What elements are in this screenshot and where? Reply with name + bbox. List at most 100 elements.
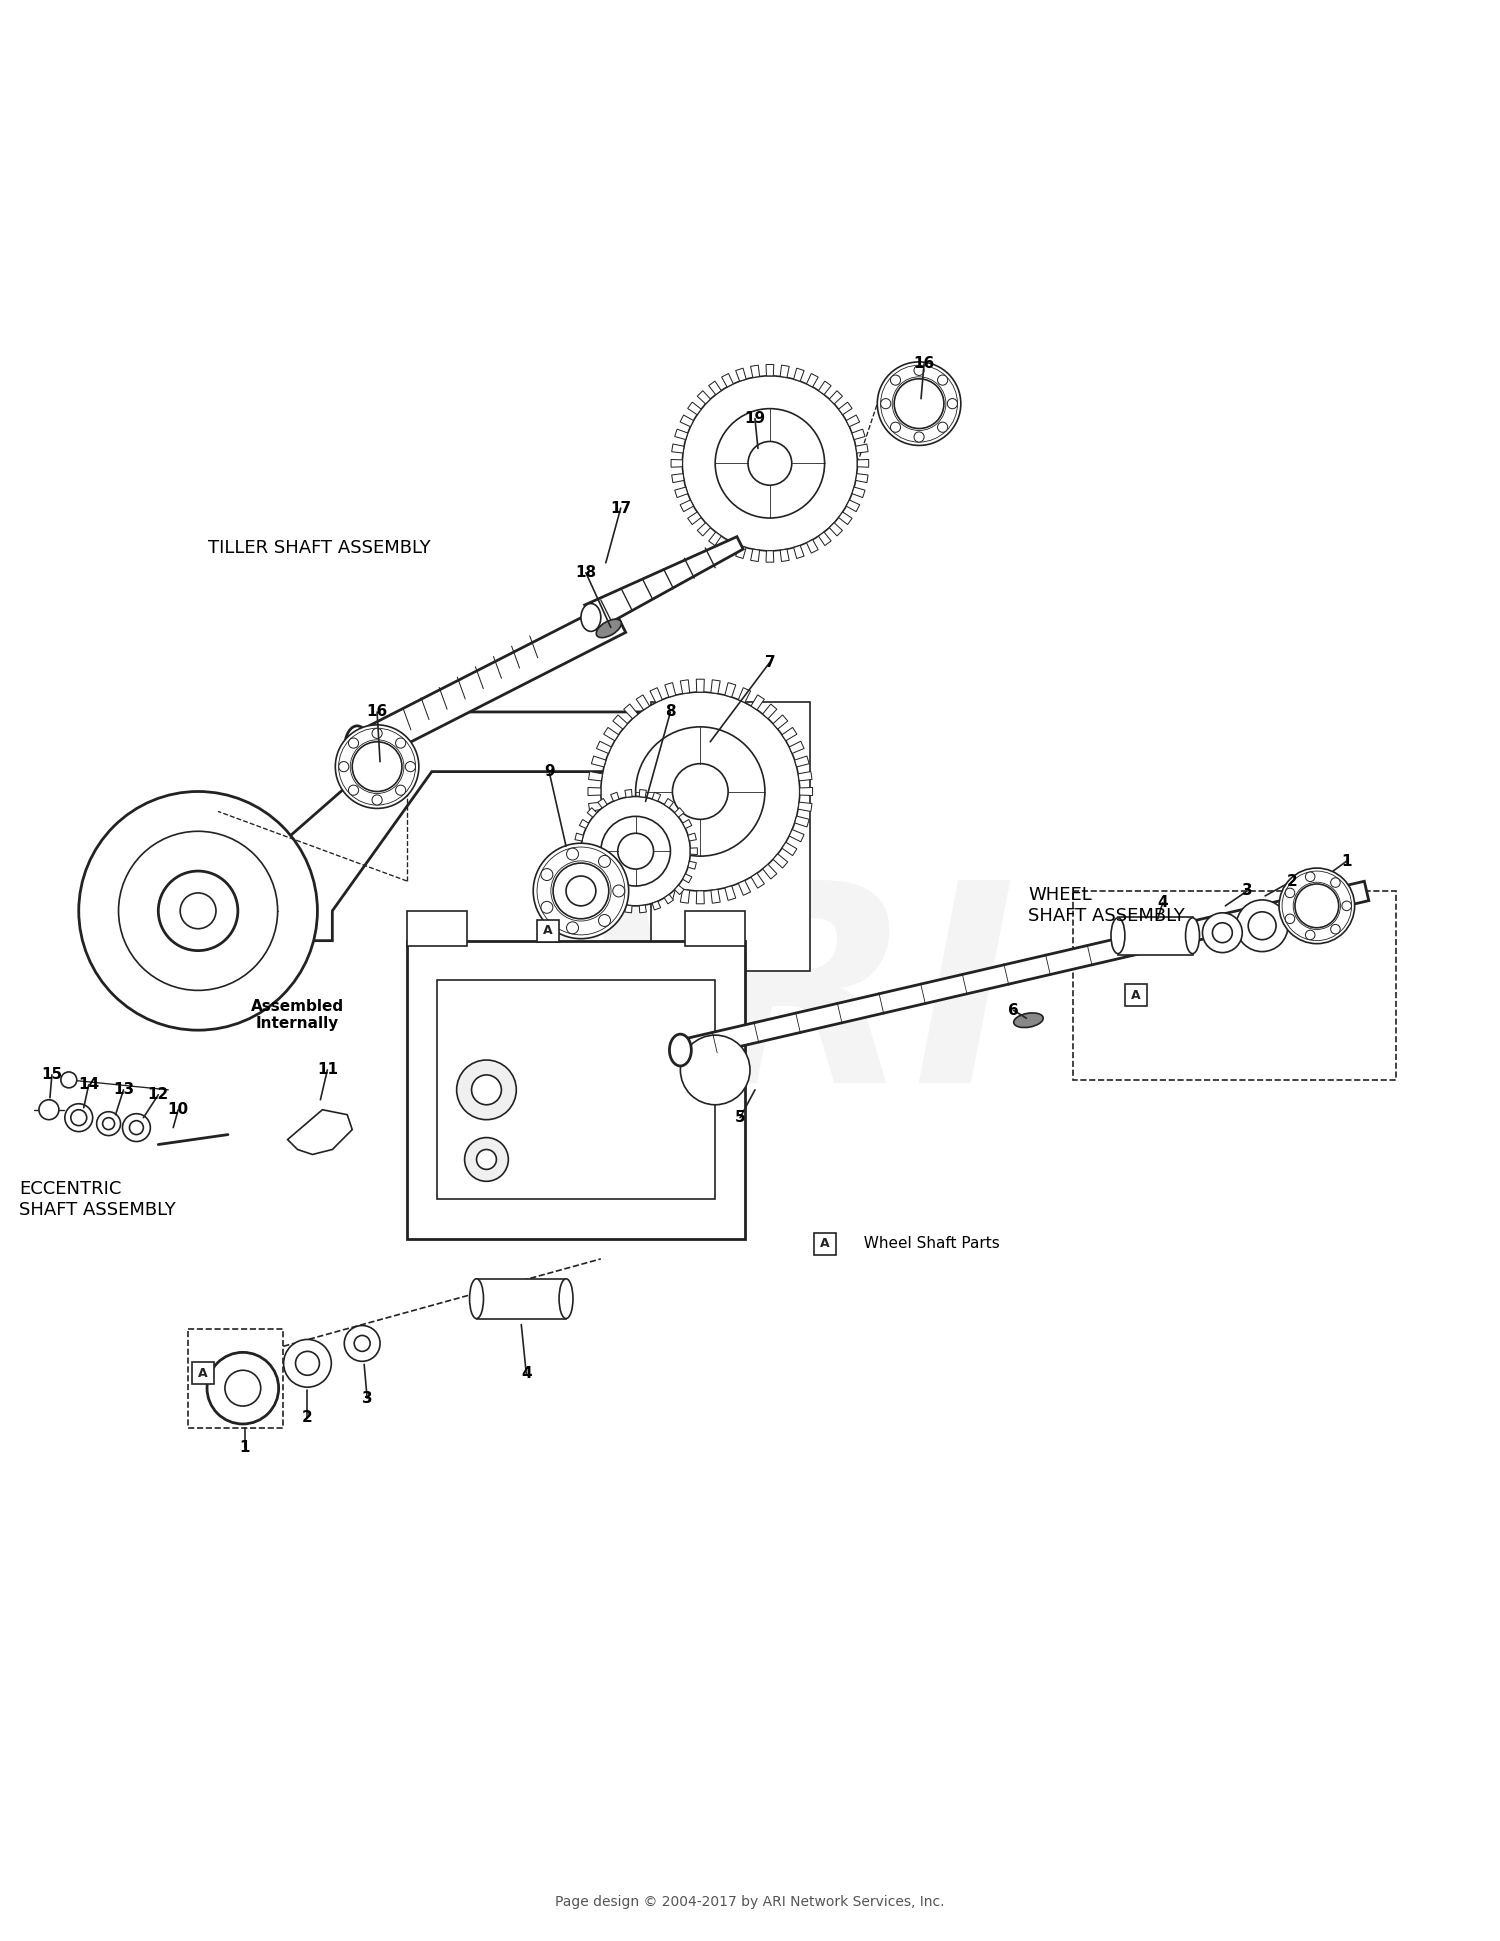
Polygon shape [772,854,788,868]
Bar [192,1363,214,1384]
Circle shape [348,738,358,747]
Polygon shape [675,807,684,817]
Text: 16: 16 [914,357,934,371]
Text: 4: 4 [1158,895,1168,910]
Text: 12: 12 [147,1087,170,1102]
Polygon shape [670,460,682,468]
Polygon shape [624,864,638,879]
Polygon shape [830,390,843,404]
Circle shape [716,410,825,518]
Polygon shape [675,487,688,497]
Circle shape [284,1339,332,1388]
Bar [1125,984,1148,1005]
Polygon shape [651,703,810,970]
Circle shape [1330,924,1340,934]
Polygon shape [586,885,597,895]
Bar [813,1233,836,1256]
Circle shape [477,1149,496,1168]
Circle shape [350,740,404,794]
Polygon shape [690,848,698,854]
Text: 10: 10 [168,1102,189,1118]
Bar [1118,916,1192,955]
Circle shape [614,885,624,897]
Polygon shape [574,833,584,840]
Text: 9: 9 [544,765,555,778]
Circle shape [123,1114,150,1141]
Polygon shape [678,881,1370,1060]
Circle shape [1203,912,1242,953]
Text: 17: 17 [610,501,632,516]
Polygon shape [664,885,675,901]
Circle shape [672,763,728,819]
Polygon shape [752,695,765,710]
Polygon shape [846,415,859,427]
Circle shape [914,433,924,443]
Circle shape [336,724,418,807]
Circle shape [532,842,628,939]
Polygon shape [288,1110,352,1155]
Polygon shape [574,848,580,854]
Circle shape [566,875,596,906]
Circle shape [339,761,350,773]
Ellipse shape [596,619,621,639]
Polygon shape [794,545,804,559]
Polygon shape [750,365,759,377]
Ellipse shape [1112,918,1125,953]
Circle shape [880,365,957,443]
Circle shape [938,421,948,433]
Polygon shape [681,679,690,693]
Polygon shape [711,679,720,693]
Text: 8: 8 [664,705,676,720]
Circle shape [64,1104,93,1132]
Polygon shape [855,444,868,452]
Polygon shape [800,788,813,796]
Polygon shape [830,522,843,536]
Polygon shape [675,885,684,895]
Circle shape [70,1110,87,1126]
Circle shape [296,1351,320,1376]
Circle shape [914,365,924,375]
Polygon shape [682,819,692,829]
Text: Assembled
Internally: Assembled Internally [251,1000,344,1031]
Text: 2: 2 [302,1411,313,1425]
Circle shape [180,893,216,928]
Polygon shape [664,683,675,697]
Circle shape [339,728,416,806]
Polygon shape [724,683,736,697]
Circle shape [118,831,278,990]
Polygon shape [579,873,588,883]
Circle shape [602,693,800,891]
Circle shape [542,901,554,914]
Polygon shape [672,474,684,483]
Polygon shape [588,788,602,796]
Circle shape [1305,872,1316,881]
Circle shape [456,1060,516,1120]
Circle shape [554,864,609,918]
Text: 16: 16 [366,705,387,720]
Polygon shape [795,815,808,827]
Polygon shape [588,802,603,811]
Bar [406,910,466,945]
Circle shape [1212,922,1233,943]
Polygon shape [675,429,688,439]
Polygon shape [681,889,690,903]
Circle shape [129,1120,144,1135]
Polygon shape [688,833,696,840]
Circle shape [345,1326,380,1361]
Circle shape [880,398,891,410]
Polygon shape [603,728,618,741]
Circle shape [598,856,610,868]
Circle shape [580,796,690,906]
Circle shape [682,377,858,551]
Bar [436,980,716,1200]
Text: 7: 7 [765,654,776,670]
Polygon shape [735,369,746,380]
Ellipse shape [1014,1013,1042,1027]
Text: TILLER SHAFT ASSEMBLY: TILLER SHAFT ASSEMBLY [209,540,430,557]
Polygon shape [636,873,650,889]
Bar [537,920,560,941]
Polygon shape [819,532,831,545]
Polygon shape [652,792,660,802]
Polygon shape [698,390,711,404]
Circle shape [96,1112,120,1135]
